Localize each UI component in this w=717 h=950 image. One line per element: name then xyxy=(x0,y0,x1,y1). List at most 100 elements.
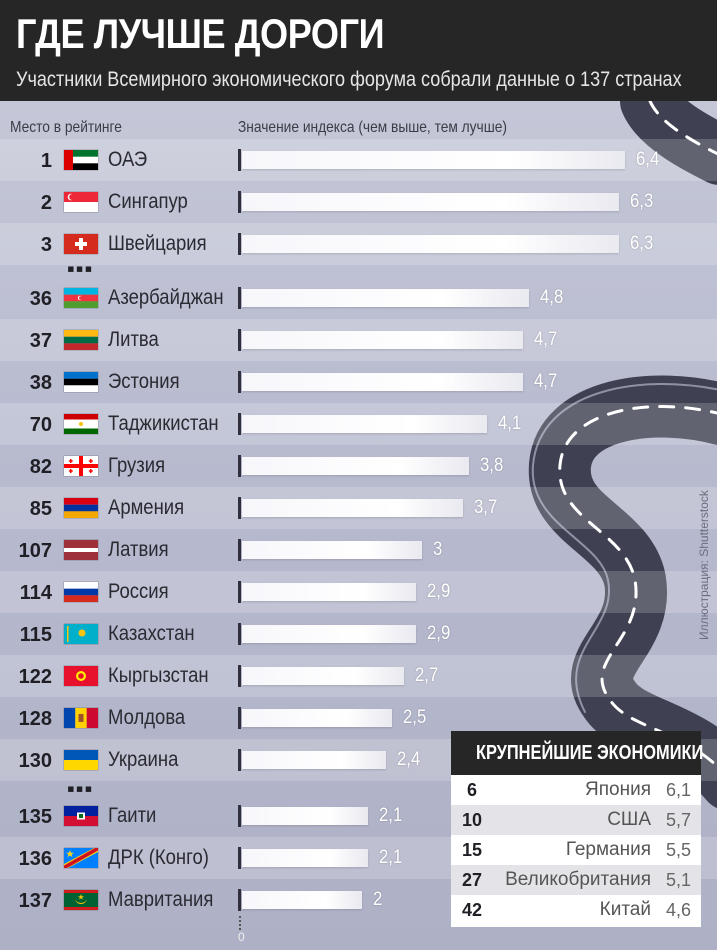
row-country: ОАЭ xyxy=(108,148,148,171)
bar-value-label: 4,1 xyxy=(498,413,522,434)
bar xyxy=(242,807,368,825)
bar xyxy=(242,415,488,433)
economy-row: 6 Япония 6,1 xyxy=(451,775,701,805)
row-country: Азербайджан xyxy=(108,286,224,309)
row-country: Эстония xyxy=(108,370,180,393)
chart-row: 114 Россия 2,9 xyxy=(0,571,717,613)
economy-value: 5,7 xyxy=(665,810,691,830)
economy-country: Великобритания xyxy=(505,869,651,890)
bar-value-label: 2,7 xyxy=(414,665,438,686)
chart-row: 135 Гаити 2,1 xyxy=(0,795,717,837)
latvia-flag-icon xyxy=(64,540,98,560)
mauritania-flag-icon xyxy=(64,890,98,910)
page-title: ГДЕ ЛУЧШЕ ДОРОГИ xyxy=(16,10,385,57)
row-rank: 107 xyxy=(18,540,52,562)
row-country: Латвия xyxy=(108,538,169,561)
row-country: Таджикистан xyxy=(108,412,219,435)
bar xyxy=(242,625,416,643)
azerbaijan-flag-icon xyxy=(64,288,98,308)
economy-value: 6,1 xyxy=(665,780,691,800)
bar xyxy=(242,583,416,601)
value-column-header: Значение индекса (чем выше, тем лучше) xyxy=(238,119,508,136)
page-subtitle: Участники Всемирного экономического фору… xyxy=(16,68,682,91)
bar xyxy=(242,235,620,253)
row-rank: 85 xyxy=(29,498,52,520)
bar-value-label: 2,1 xyxy=(378,805,402,826)
row-country: Грузия xyxy=(108,454,166,477)
bar-value-label: 2,5 xyxy=(402,707,426,728)
economy-value: 5,5 xyxy=(665,840,691,860)
switzerland-flag-icon xyxy=(64,234,98,254)
haiti-flag-icon xyxy=(64,806,98,826)
estonia-flag-icon xyxy=(64,372,98,392)
bar-baseline-tick xyxy=(238,191,241,213)
row-rank: 136 xyxy=(18,848,52,870)
chart-row: 37 Литва 4,7 xyxy=(0,319,717,361)
chart-row: 107 Латвия 3 xyxy=(0,529,717,571)
bar-baseline-tick xyxy=(238,665,241,687)
economy-value: 4,6 xyxy=(665,900,691,920)
economy-country: США xyxy=(607,809,651,830)
lithuania-flag-icon xyxy=(64,330,98,350)
bar-value-label: 4,7 xyxy=(534,371,558,392)
bar xyxy=(242,499,464,517)
bar-value-label: 3,8 xyxy=(480,455,504,476)
chart-row: 1 ОАЭ 6,4 xyxy=(0,139,717,181)
ellipsis-2: ▪▪▪ xyxy=(67,776,94,801)
bar-baseline-tick xyxy=(238,805,241,827)
row-rank: 115 xyxy=(19,624,52,646)
moldova-flag-icon xyxy=(64,708,98,728)
bar-value-label: 2,4 xyxy=(396,749,420,770)
zero-axis-line xyxy=(239,916,243,930)
bar-value-label: 2,1 xyxy=(378,847,402,868)
image-credit: Иллюстрация: Shutterstock xyxy=(697,490,711,640)
row-country: Литва xyxy=(108,328,159,351)
bar-baseline-tick xyxy=(238,749,241,771)
row-country: Украина xyxy=(108,748,179,771)
rank-column-header: Место в рейтинге xyxy=(10,119,122,136)
chart-row: 115 Казахстан 2,9 xyxy=(0,613,717,655)
row-country: Швейцария xyxy=(108,232,207,255)
zero-axis-label: 0 xyxy=(238,930,245,944)
bar xyxy=(242,289,530,307)
row-country: Сингапур xyxy=(108,190,188,213)
chart-row: 2 Сингапур 6,3 xyxy=(0,181,717,223)
bar xyxy=(242,193,620,211)
chart-row: 137 Мавритания 2 xyxy=(0,879,717,921)
economy-rank: 6 xyxy=(466,780,477,800)
bar-baseline-tick xyxy=(238,287,241,309)
bar-value-label: 3,7 xyxy=(474,497,498,518)
bar-baseline-tick xyxy=(238,233,241,255)
ellipsis-1: ▪▪▪ xyxy=(67,256,94,281)
bar-baseline-tick xyxy=(238,149,241,171)
bar-baseline-tick xyxy=(238,455,241,477)
bar-value-label: 6,4 xyxy=(636,149,660,170)
chart-row: 122 Кыргызстан 2,7 xyxy=(0,655,717,697)
ukraine-flag-icon xyxy=(64,750,98,770)
chart-row: 70 Таджикистан 4,1 xyxy=(0,403,717,445)
chart-row: 128 Молдова 2,5 xyxy=(0,697,717,739)
uae-flag-icon xyxy=(64,150,98,170)
chart-row: 85 Армения 3,7 xyxy=(0,487,717,529)
georgia-flag-icon xyxy=(64,456,98,476)
bar-baseline-tick xyxy=(238,371,241,393)
bar xyxy=(242,541,422,559)
row-country: Армения xyxy=(108,496,185,519)
economy-value: 5,1 xyxy=(665,870,691,890)
bar-baseline-tick xyxy=(238,329,241,351)
kyrgyzstan-flag-icon xyxy=(64,666,98,686)
economy-rank: 10 xyxy=(461,810,483,830)
row-rank: 114 xyxy=(19,582,52,604)
bar xyxy=(242,891,362,909)
bar-value-label: 2,9 xyxy=(426,581,450,602)
drc-flag-icon xyxy=(64,848,98,868)
bar xyxy=(242,849,368,867)
row-rank: 38 xyxy=(29,372,52,394)
economy-row: 15 Германия 5,5 xyxy=(451,835,701,865)
economy-row: 42 Китай 4,6 xyxy=(451,895,701,925)
russia-flag-icon xyxy=(64,582,98,602)
armenia-flag-icon xyxy=(64,498,98,518)
row-rank: 1 xyxy=(40,150,52,172)
